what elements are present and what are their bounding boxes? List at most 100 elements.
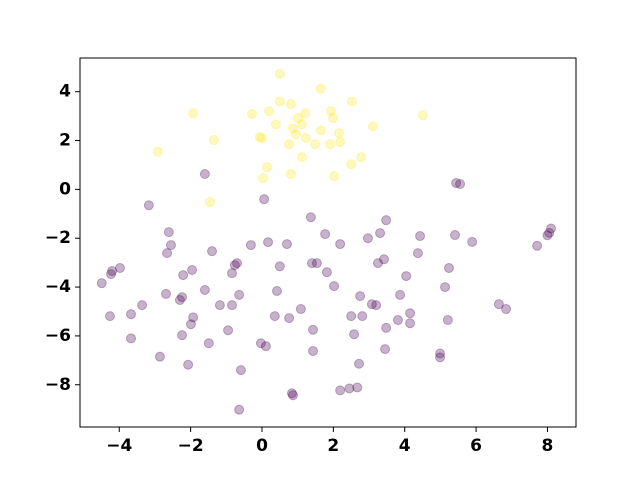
- point: [214, 300, 225, 311]
- point: [435, 352, 446, 363]
- point: [154, 351, 165, 362]
- point: [107, 265, 118, 276]
- point: [261, 162, 272, 173]
- x-tick-label: 2: [327, 436, 339, 456]
- x-tick-label: 0: [256, 436, 268, 456]
- point: [260, 341, 271, 352]
- point: [315, 125, 326, 136]
- point: [329, 171, 340, 182]
- point: [346, 96, 357, 107]
- point: [305, 212, 316, 223]
- point: [381, 322, 392, 333]
- plot-area: [80, 58, 576, 427]
- point: [405, 318, 416, 329]
- points: [96, 68, 557, 415]
- y-tick-label: −4: [45, 277, 71, 297]
- point: [371, 300, 382, 311]
- point: [162, 248, 173, 259]
- y-tick-label: −2: [45, 228, 71, 248]
- point: [290, 129, 301, 140]
- point: [284, 139, 295, 150]
- point: [356, 152, 367, 163]
- point: [203, 338, 214, 349]
- point: [254, 132, 265, 143]
- point: [320, 229, 331, 240]
- y-tick-label: 2: [59, 131, 71, 151]
- point: [325, 139, 336, 150]
- point: [274, 261, 285, 272]
- point: [405, 308, 416, 319]
- y-tick-label: −8: [45, 375, 71, 395]
- point: [335, 239, 346, 250]
- point: [296, 119, 307, 130]
- point: [546, 223, 557, 234]
- point: [375, 228, 386, 239]
- point: [152, 146, 163, 157]
- point: [223, 325, 234, 336]
- point: [234, 404, 245, 415]
- point: [379, 254, 390, 265]
- point: [435, 348, 446, 359]
- point: [442, 315, 453, 326]
- point: [325, 106, 336, 117]
- point: [269, 311, 280, 322]
- point: [455, 179, 466, 190]
- point: [321, 267, 332, 278]
- point: [199, 168, 210, 179]
- point: [367, 121, 378, 132]
- point: [187, 264, 198, 275]
- point: [256, 133, 267, 144]
- point: [188, 108, 199, 119]
- axes-frame: [79, 57, 577, 428]
- point: [296, 152, 307, 163]
- point: [207, 246, 218, 257]
- y-tick-label: −6: [45, 326, 71, 346]
- point: [346, 159, 357, 170]
- point: [443, 263, 454, 274]
- point: [227, 268, 238, 279]
- point: [542, 230, 553, 241]
- point: [143, 200, 154, 211]
- point: [204, 197, 215, 208]
- y-tick-label: 4: [59, 82, 71, 102]
- point: [395, 289, 406, 300]
- point: [163, 227, 174, 238]
- point: [544, 227, 555, 238]
- point: [415, 231, 426, 242]
- point: [355, 291, 366, 302]
- point: [288, 390, 299, 401]
- point: [308, 346, 319, 357]
- point: [450, 230, 461, 241]
- point: [188, 312, 199, 323]
- point: [285, 168, 296, 179]
- point: [270, 119, 281, 130]
- point: [362, 233, 373, 244]
- point: [174, 295, 185, 306]
- point: [274, 68, 285, 79]
- point: [295, 304, 306, 315]
- point: [451, 178, 462, 189]
- point: [185, 319, 196, 330]
- point: [227, 300, 238, 311]
- point: [199, 284, 210, 295]
- point: [344, 383, 355, 394]
- x-tick-label: −4: [106, 436, 132, 456]
- point: [183, 359, 194, 370]
- point: [126, 309, 137, 320]
- point: [160, 288, 171, 299]
- x-tick-label: 6: [470, 436, 482, 456]
- point: [177, 330, 188, 341]
- point: [286, 388, 297, 399]
- y-tick-label: 0: [59, 179, 71, 199]
- point: [392, 315, 403, 326]
- point: [501, 304, 512, 315]
- x-tick-label: 4: [399, 436, 411, 456]
- point: [274, 96, 285, 107]
- point: [532, 240, 543, 251]
- point: [349, 329, 360, 340]
- point: [401, 271, 412, 282]
- point: [357, 311, 368, 322]
- point: [126, 333, 137, 344]
- point: [258, 173, 269, 184]
- x-tick-label: 8: [542, 436, 554, 456]
